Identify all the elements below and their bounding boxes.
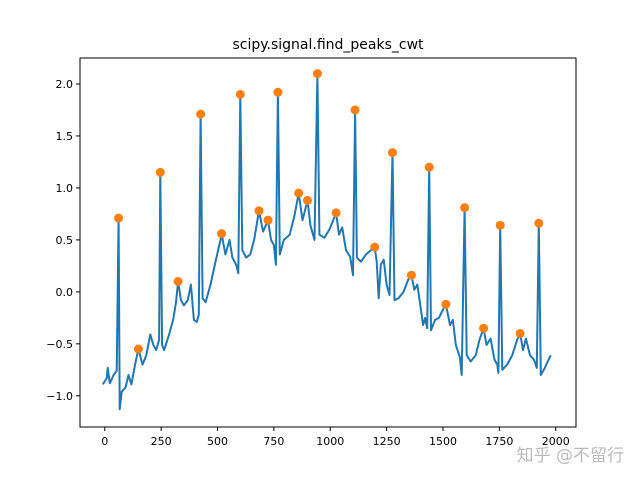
peak-marker-21 <box>479 323 489 333</box>
peak-marker-16 <box>387 148 397 158</box>
y-tick-label-3: 0.5 <box>56 234 74 247</box>
peak-marker-2 <box>155 167 165 177</box>
signal-line <box>101 72 552 411</box>
watermark: 知乎 @不留行 <box>516 446 624 466</box>
peak-marker-0 <box>114 213 124 223</box>
x-axis: 0 250 500 750 1000 1250 1500 1750 2000 <box>101 427 570 448</box>
peak-marker-13 <box>331 208 341 218</box>
y-axis: −1.0 −0.5 0.0 0.5 1.0 1.5 2.0 <box>46 78 80 403</box>
peak-marker-15 <box>370 242 380 252</box>
x-tick-label-5: 1250 <box>373 435 401 448</box>
x-tick-label-2: 500 <box>207 435 228 448</box>
chart-title: scipy.signal.find_peaks_cwt <box>232 37 424 53</box>
peak-marker-22 <box>495 220 505 230</box>
y-tick-label-0: −1.0 <box>46 390 73 403</box>
peak-marker-19 <box>441 299 451 309</box>
x-tick-label-7: 1750 <box>485 435 513 448</box>
peak-marker-7 <box>254 206 264 216</box>
peak-marker-4 <box>196 109 206 119</box>
peak-marker-12 <box>312 69 322 79</box>
peak-marker-17 <box>406 270 416 280</box>
axes-frame <box>79 57 577 428</box>
x-tick-label-8: 2000 <box>542 435 570 448</box>
peak-marker-14 <box>350 105 360 115</box>
y-tick-label-2: 0.0 <box>56 286 74 299</box>
y-tick-label-5: 1.5 <box>56 130 74 143</box>
peak-marker-10 <box>294 188 304 198</box>
peak-marker-9 <box>273 87 283 97</box>
plot-area <box>101 69 552 411</box>
y-tick-label-1: −0.5 <box>46 338 73 351</box>
peak-marker-1 <box>133 344 143 354</box>
peak-marker-24 <box>534 218 544 228</box>
y-tick-label-4: 1.0 <box>56 182 74 195</box>
x-tick-label-3: 750 <box>263 435 284 448</box>
peak-marker-3 <box>173 276 183 286</box>
x-tick-label-1: 250 <box>151 435 172 448</box>
x-tick-label-4: 1000 <box>316 435 344 448</box>
peak-marker-5 <box>217 229 227 239</box>
peak-marker-23 <box>515 328 525 338</box>
x-tick-label-0: 0 <box>101 435 108 448</box>
peak-marker-11 <box>302 195 312 205</box>
y-tick-label-6: 2.0 <box>56 78 74 91</box>
peak-marker-18 <box>424 162 434 172</box>
peak-marker-20 <box>460 203 470 213</box>
peak-marker-6 <box>235 89 245 99</box>
x-tick-label-6: 1500 <box>429 435 457 448</box>
peak-marker-8 <box>263 215 273 225</box>
